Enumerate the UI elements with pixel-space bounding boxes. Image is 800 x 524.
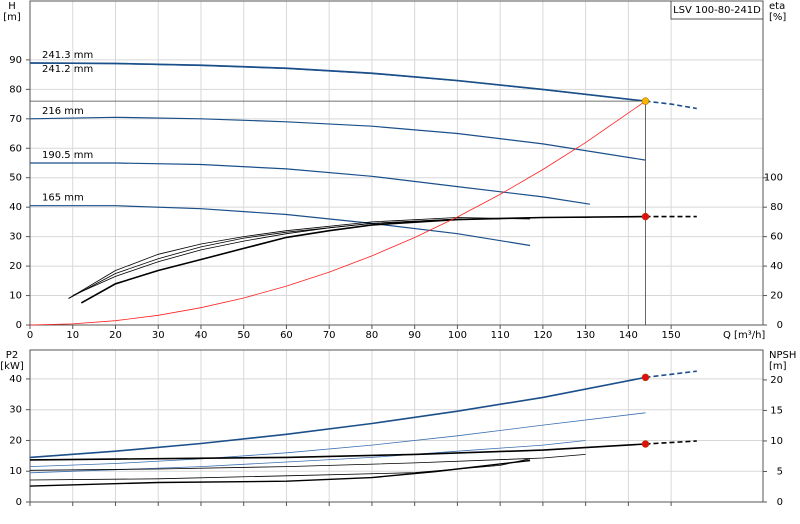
y-tick-label: 20 bbox=[9, 261, 22, 272]
x-tick-label: 110 bbox=[491, 330, 510, 341]
y-tick-label: 90 bbox=[9, 55, 22, 66]
y2-axis-label: [m] bbox=[769, 361, 787, 372]
curve bbox=[29, 459, 531, 487]
y-tick-label: 80 bbox=[9, 84, 22, 95]
x-tick-label: 0 bbox=[27, 330, 33, 341]
x-tick-label: 150 bbox=[662, 330, 681, 341]
curve bbox=[29, 443, 646, 461]
x-tick-label: 20 bbox=[109, 330, 122, 341]
x-tick-label: 10 bbox=[66, 330, 79, 341]
annotation-box bbox=[670, 0, 764, 20]
duty-point bbox=[641, 373, 650, 382]
y2-tick-label: 40 bbox=[770, 261, 783, 272]
curve bbox=[29, 376, 646, 459]
y2-axis-label: eta bbox=[769, 1, 785, 12]
y-tick-label: 50 bbox=[9, 173, 22, 184]
y2-tick-label: 15 bbox=[770, 405, 783, 416]
y-tick-label: 0 bbox=[16, 497, 22, 508]
x-tick-label: 70 bbox=[323, 330, 336, 341]
curve-label: 165 mm bbox=[42, 193, 84, 204]
y-tick-label: 30 bbox=[9, 232, 22, 243]
y2-tick-label: 0 bbox=[777, 497, 783, 508]
curve-label: 190.5 mm bbox=[42, 150, 93, 161]
y2-tick-label: 20 bbox=[770, 375, 783, 386]
y-axis-label: [m] bbox=[3, 12, 21, 23]
x-tick-label: 90 bbox=[408, 330, 421, 341]
y2-tick-label: 80 bbox=[770, 202, 783, 213]
duty-point bbox=[641, 97, 650, 105]
y-tick-label: 30 bbox=[9, 405, 22, 416]
curve bbox=[30, 162, 590, 205]
y2-axis-label: NPSH bbox=[769, 350, 796, 361]
duty-point bbox=[641, 440, 650, 448]
x-tick-label: 60 bbox=[280, 330, 293, 341]
y2-tick-label: 10 bbox=[770, 436, 783, 447]
curve bbox=[29, 116, 646, 161]
duty-point bbox=[641, 212, 650, 221]
curve bbox=[29, 458, 531, 481]
y-tick-label: 20 bbox=[9, 435, 22, 446]
curve bbox=[29, 62, 646, 102]
y-tick-label: 10 bbox=[9, 466, 22, 477]
x-tick-label: 140 bbox=[619, 330, 638, 341]
y2-tick-label: 5 bbox=[777, 466, 783, 477]
y-axis-label: [kW] bbox=[0, 361, 24, 372]
y-tick-label: 60 bbox=[9, 143, 22, 154]
y2-tick-label: 20 bbox=[770, 291, 783, 302]
curve bbox=[68, 217, 531, 299]
plot-frame bbox=[29, 349, 764, 503]
y2-tick-label: 0 bbox=[777, 320, 783, 331]
x-tick-label: 100 bbox=[448, 330, 467, 341]
x-tick-label: 50 bbox=[237, 330, 250, 341]
curve bbox=[645, 100, 697, 110]
annotation: LSV 100-80-241D bbox=[673, 5, 761, 16]
y-tick-label: 0 bbox=[16, 320, 22, 331]
y-tick-label: 40 bbox=[9, 202, 22, 213]
y-tick-label: 10 bbox=[9, 291, 22, 302]
y-axis-label: H bbox=[8, 1, 16, 12]
curve-label: 241.2 mm bbox=[42, 64, 93, 75]
curve bbox=[29, 454, 586, 471]
y-axis-label: P2 bbox=[6, 350, 18, 361]
x-tick-label: 40 bbox=[195, 330, 208, 341]
x-axis-label: Q [m³/h] bbox=[723, 330, 765, 341]
x-tick-label: 30 bbox=[152, 330, 165, 341]
y2-tick-label: 60 bbox=[770, 232, 783, 243]
y2-tick-label: 100 bbox=[764, 173, 783, 184]
x-tick-label: 80 bbox=[366, 330, 379, 341]
x-tick-label: 130 bbox=[576, 330, 595, 341]
curve bbox=[645, 440, 697, 445]
curve bbox=[29, 62, 646, 102]
x-tick-label: 120 bbox=[533, 330, 552, 341]
y2-axis-label: [%] bbox=[769, 12, 786, 23]
curve-label: 241.3 mm bbox=[42, 50, 93, 61]
curve bbox=[645, 370, 697, 379]
curve bbox=[29, 412, 646, 467]
curve bbox=[29, 100, 646, 326]
curve bbox=[30, 205, 531, 247]
y-tick-label: 40 bbox=[9, 374, 22, 385]
curve-label: 216 mm bbox=[42, 106, 84, 117]
y-tick-label: 70 bbox=[9, 114, 22, 125]
